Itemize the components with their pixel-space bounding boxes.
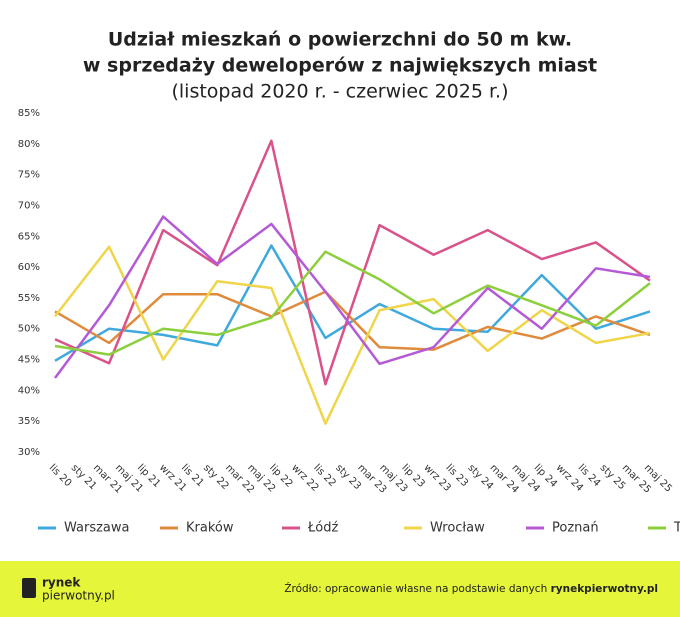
legend-label: Poznań: [552, 521, 599, 536]
y-tick-label: 70%: [18, 200, 40, 211]
logo-text: pierwotny.pl: [42, 589, 115, 603]
y-tick-label: 35%: [18, 416, 40, 427]
y-tick-label: 45%: [18, 355, 40, 366]
y-tick-label: 55%: [18, 293, 40, 304]
chart-title: Udział mieszkań o powierzchni do 50 m kw…: [108, 29, 572, 51]
logo-icon: [22, 578, 36, 598]
source-site: rynekpierwotny.pl: [551, 583, 658, 595]
y-tick-label: 40%: [18, 385, 40, 396]
y-tick-label: 65%: [18, 231, 40, 242]
logo-text: rynek: [42, 576, 81, 590]
series-line: [54, 250, 651, 356]
y-tick-label: 60%: [18, 262, 40, 273]
y-tick-label: 50%: [18, 324, 40, 335]
legend-label: Łódź: [307, 521, 339, 536]
legend-label: Kraków: [186, 521, 234, 536]
series-line: [54, 245, 651, 425]
chart-subtitle: (listopad 2020 r. - czerwiec 2025 r.): [171, 81, 508, 103]
y-tick-label: 80%: [18, 139, 40, 150]
footer-band: [0, 561, 680, 617]
chart-title: w sprzedaży deweloperów z największych m…: [83, 55, 597, 77]
series-line: [53, 215, 651, 379]
legend-label: Trójmiasto: [673, 521, 680, 536]
legend-label: Wrocław: [430, 521, 485, 536]
y-tick-label: 30%: [18, 447, 40, 458]
legend-label: Warszawa: [64, 521, 130, 536]
series-line: [54, 139, 651, 386]
source-text: Źródło: opracowanie własne na podstawie …: [284, 582, 547, 595]
y-tick-label: 85%: [18, 108, 40, 119]
x-tick-label: lis 20: [47, 462, 74, 489]
series-line: [54, 290, 651, 351]
y-tick-label: 75%: [18, 170, 40, 181]
source: Źródło: opracowanie własne na podstawie …: [284, 582, 658, 595]
